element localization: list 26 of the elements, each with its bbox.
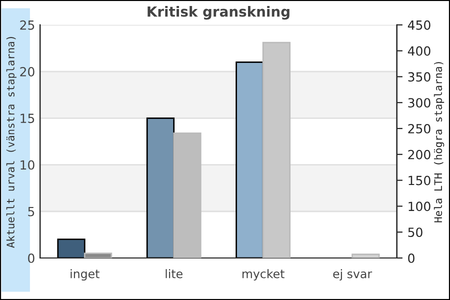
bar [352, 254, 380, 258]
y2-tick-label: 50 [408, 228, 422, 238]
chart-title: Kritisk granskning [148, 6, 290, 20]
y-tick-label: 10 [20, 160, 34, 170]
y2-tick-label: 300 [408, 98, 430, 108]
y2-tick-label: 200 [408, 150, 430, 160]
y2-tick-label: 150 [408, 176, 430, 186]
y2-tick-label: 450 [408, 20, 430, 30]
y-tick-label: 25 [20, 20, 34, 30]
y2-tick-label: 400 [408, 46, 430, 56]
x-tick-label: ej svar [333, 269, 372, 281]
bar [57, 238, 86, 258]
y-tick-label: 0 [28, 253, 34, 263]
x-tick-label: inget [70, 269, 100, 281]
y2-tick-label: 100 [408, 202, 430, 212]
y2-tick-label: 350 [408, 72, 430, 82]
y-tick-label: 15 [20, 114, 34, 124]
y-tick-label: 5 [28, 207, 34, 216]
x-tick-label: mycket [242, 269, 284, 281]
bar [84, 252, 112, 258]
x-tick-label: lite [166, 269, 182, 278]
y-tick-label: 20 [20, 66, 34, 76]
y2-tick-label: 0 [408, 253, 414, 263]
y-axis-title: Aktuellt urval (vänstra staplarna) [6, 37, 17, 248]
y2-axis-title: Hela LTH (högra staplarna) [434, 62, 444, 222]
y2-tick-label: 250 [408, 124, 430, 134]
